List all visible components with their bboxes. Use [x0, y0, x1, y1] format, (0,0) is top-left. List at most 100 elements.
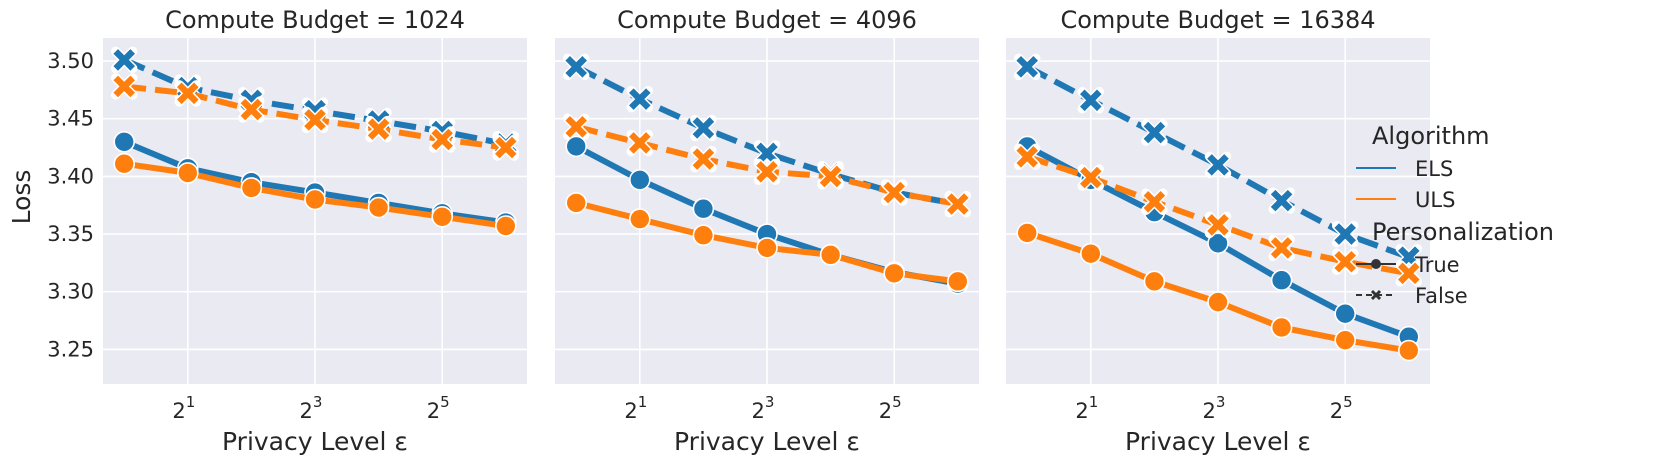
data-point [428, 126, 456, 153]
data-point [692, 197, 715, 220]
x-axis-label: Privacy Level ε [674, 427, 860, 456]
data-point [1268, 234, 1295, 262]
x-tick-label: 21 [172, 393, 195, 423]
data-point [1207, 291, 1229, 313]
data-point [944, 190, 972, 218]
data-point [494, 215, 517, 237]
legend-label: True [1414, 253, 1460, 277]
data-point [883, 262, 906, 285]
data-point [1141, 119, 1168, 146]
data-point [238, 96, 265, 123]
legend-marker [1370, 289, 1382, 301]
data-point [946, 270, 969, 293]
legend-entry-uls: ULS [1356, 188, 1455, 212]
x-tick-label: 23 [752, 393, 775, 423]
data-point [1013, 53, 1041, 81]
data-point [1077, 164, 1105, 191]
data-point [1331, 248, 1359, 275]
data-point [756, 237, 778, 259]
data-point [562, 113, 590, 141]
panels: Compute Budget = 1024 3.25 3.30 3.35 3.40 3.4… [47, 6, 1430, 456]
legend-label: ULS [1415, 188, 1455, 212]
data-point [1016, 222, 1038, 244]
x-axis-label: Privacy Level ε [222, 427, 408, 456]
data-point [753, 140, 781, 167]
series-els-false [1013, 53, 1423, 271]
x-tick-label: 25 [427, 393, 450, 423]
data-point [177, 162, 199, 184]
legend-marker [1371, 259, 1381, 269]
legend-label: False [1415, 284, 1468, 308]
data-point [174, 80, 202, 107]
panel-title: Compute Budget = 16384 [1060, 6, 1375, 34]
data-point [113, 131, 135, 153]
data-point [301, 106, 329, 134]
data-point [628, 208, 651, 230]
x-axis-label: Privacy Level ε [1125, 427, 1311, 456]
data-point [1077, 87, 1105, 114]
data-point [626, 129, 654, 157]
panel-3: Compute Budget = 16384 21 23 25 Privacy Leve… [1006, 6, 1430, 456]
data-point [1270, 269, 1293, 292]
y-tick-label: 3.45 [47, 107, 94, 131]
series-uls-false [562, 113, 972, 218]
data-point [562, 53, 590, 81]
legend-label: ELS [1415, 157, 1453, 181]
data-point [1204, 211, 1232, 239]
data-point [365, 115, 392, 143]
data-point [304, 188, 326, 211]
legend-title-personalization: Personalization [1372, 218, 1554, 246]
y-tick-label: 3.30 [47, 280, 94, 304]
data-point [1395, 260, 1423, 287]
data-point [492, 134, 520, 161]
data-point [431, 205, 454, 228]
data-point [1204, 151, 1232, 179]
panel-title: Compute Budget = 1024 [165, 6, 465, 34]
series-uls-true [1016, 222, 1420, 362]
data-point [113, 152, 135, 175]
x-tick-label: 21 [624, 393, 647, 423]
legend-entry-true: True [1356, 253, 1460, 277]
data-point [692, 224, 715, 247]
x-tick-label: 21 [1075, 393, 1098, 423]
data-point [1080, 242, 1102, 265]
x-tick-label: 25 [1330, 393, 1353, 423]
data-point [1331, 220, 1359, 248]
data-point [880, 179, 908, 206]
panel-title: Compute Budget = 4096 [617, 6, 917, 34]
data-point [1270, 316, 1293, 339]
data-point [1141, 188, 1168, 216]
series-uls-true [565, 192, 969, 293]
data-point [690, 145, 717, 173]
y-tick-label: 3.50 [47, 49, 94, 73]
x-tick-label: 25 [879, 393, 902, 423]
data-point [1334, 302, 1356, 325]
data-point [817, 163, 844, 190]
data-point [628, 169, 651, 191]
data-point [690, 114, 717, 142]
data-point [565, 192, 588, 214]
x-tick-label: 23 [1203, 393, 1226, 423]
data-point [565, 135, 588, 158]
legend-title-algorithm: Algorithm [1372, 122, 1490, 150]
data-point [110, 73, 138, 100]
data-point [240, 177, 263, 199]
data-point [819, 244, 842, 266]
data-point [110, 46, 138, 74]
series-uls-true [113, 152, 517, 237]
x-tick-label: 23 [300, 393, 323, 423]
legend-entry-false: False [1356, 284, 1468, 308]
data-point [1334, 329, 1356, 351]
data-point [753, 158, 781, 186]
panel-1: Compute Budget = 1024 3.25 3.30 3.35 3.40 3.4… [47, 6, 527, 456]
data-point [367, 196, 390, 219]
data-point [626, 85, 654, 113]
y-axis-label: Loss [7, 170, 36, 225]
data-point [1207, 232, 1229, 255]
legend-entry-els: ELS [1356, 157, 1453, 181]
series-uls-false [110, 73, 520, 161]
data-point [1268, 187, 1295, 214]
panel-2: Compute Budget = 4096 21 23 25 Privacy Level… [555, 6, 979, 456]
y-tick-label: 3.35 [47, 222, 94, 246]
